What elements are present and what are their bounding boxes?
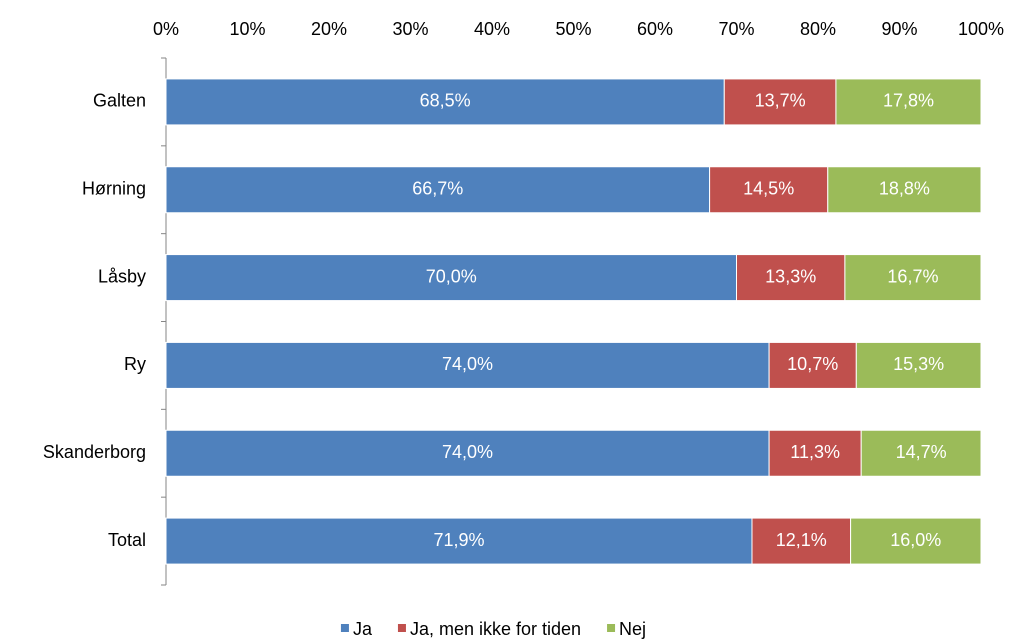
data-label: 68,5% (420, 91, 471, 111)
x-tick-label: 100% (958, 19, 1004, 39)
x-tick-label: 30% (392, 19, 428, 39)
bar-segment (855, 341, 982, 389)
data-label: 74,0% (442, 354, 493, 374)
y-tick-label: Total (108, 530, 146, 550)
x-tick-label: 40% (474, 19, 510, 39)
data-label: 13,7% (755, 91, 806, 111)
data-label: 71,9% (433, 530, 484, 550)
data-label: 15,3% (893, 354, 944, 374)
bar-segment (827, 166, 982, 214)
legend-marker (607, 624, 616, 632)
bar-segment (165, 429, 770, 477)
data-label: 10,7% (787, 354, 838, 374)
bar-segment (850, 517, 982, 565)
bar-segment (751, 517, 852, 565)
data-label: 16,7% (887, 266, 938, 286)
bar-segment (860, 429, 982, 477)
bar-segment (723, 78, 837, 126)
data-label: 66,7% (412, 179, 463, 199)
legend-marker (397, 624, 406, 632)
x-tick-label: 20% (311, 19, 347, 39)
legend-label: Nej (619, 619, 646, 639)
data-label: 17,8% (883, 91, 934, 111)
bar-segment (768, 429, 862, 477)
x-tick-label: 70% (718, 19, 754, 39)
x-tick-label: 80% (800, 19, 836, 39)
x-tick-label: 90% (881, 19, 917, 39)
bar-segment (165, 78, 725, 126)
data-label: 18,8% (879, 179, 930, 199)
x-tick-label: 60% (637, 19, 673, 39)
y-tick-label: Låsby (98, 266, 146, 286)
y-tick-label: Galten (93, 91, 146, 111)
bar-segment (165, 517, 753, 565)
bar-segment (835, 78, 982, 126)
data-label: 16,0% (890, 530, 941, 550)
data-label: 11,3% (790, 442, 840, 462)
bar-segment (736, 254, 846, 302)
data-label: 74,0% (442, 442, 493, 462)
data-label: 14,5% (743, 179, 794, 199)
legend-marker (340, 624, 349, 632)
bar-segment (768, 341, 857, 389)
x-tick-label: 50% (555, 19, 591, 39)
x-tick-label: 10% (229, 19, 265, 39)
y-tick-label: Ry (124, 354, 146, 374)
y-tick-label: Skanderborg (43, 442, 146, 462)
data-label: 12,1% (776, 530, 827, 550)
legend-label: Ja (353, 619, 373, 639)
data-label: 14,7% (896, 442, 947, 462)
y-tick-label: Hørning (82, 179, 146, 199)
legend-label: Ja, men ikke for tiden (410, 619, 581, 639)
x-tick-label: 0% (153, 19, 179, 39)
bar-segment (165, 254, 737, 302)
bar-segment (844, 254, 982, 302)
data-label: 70,0% (426, 266, 477, 286)
data-label: 13,3% (765, 266, 816, 286)
